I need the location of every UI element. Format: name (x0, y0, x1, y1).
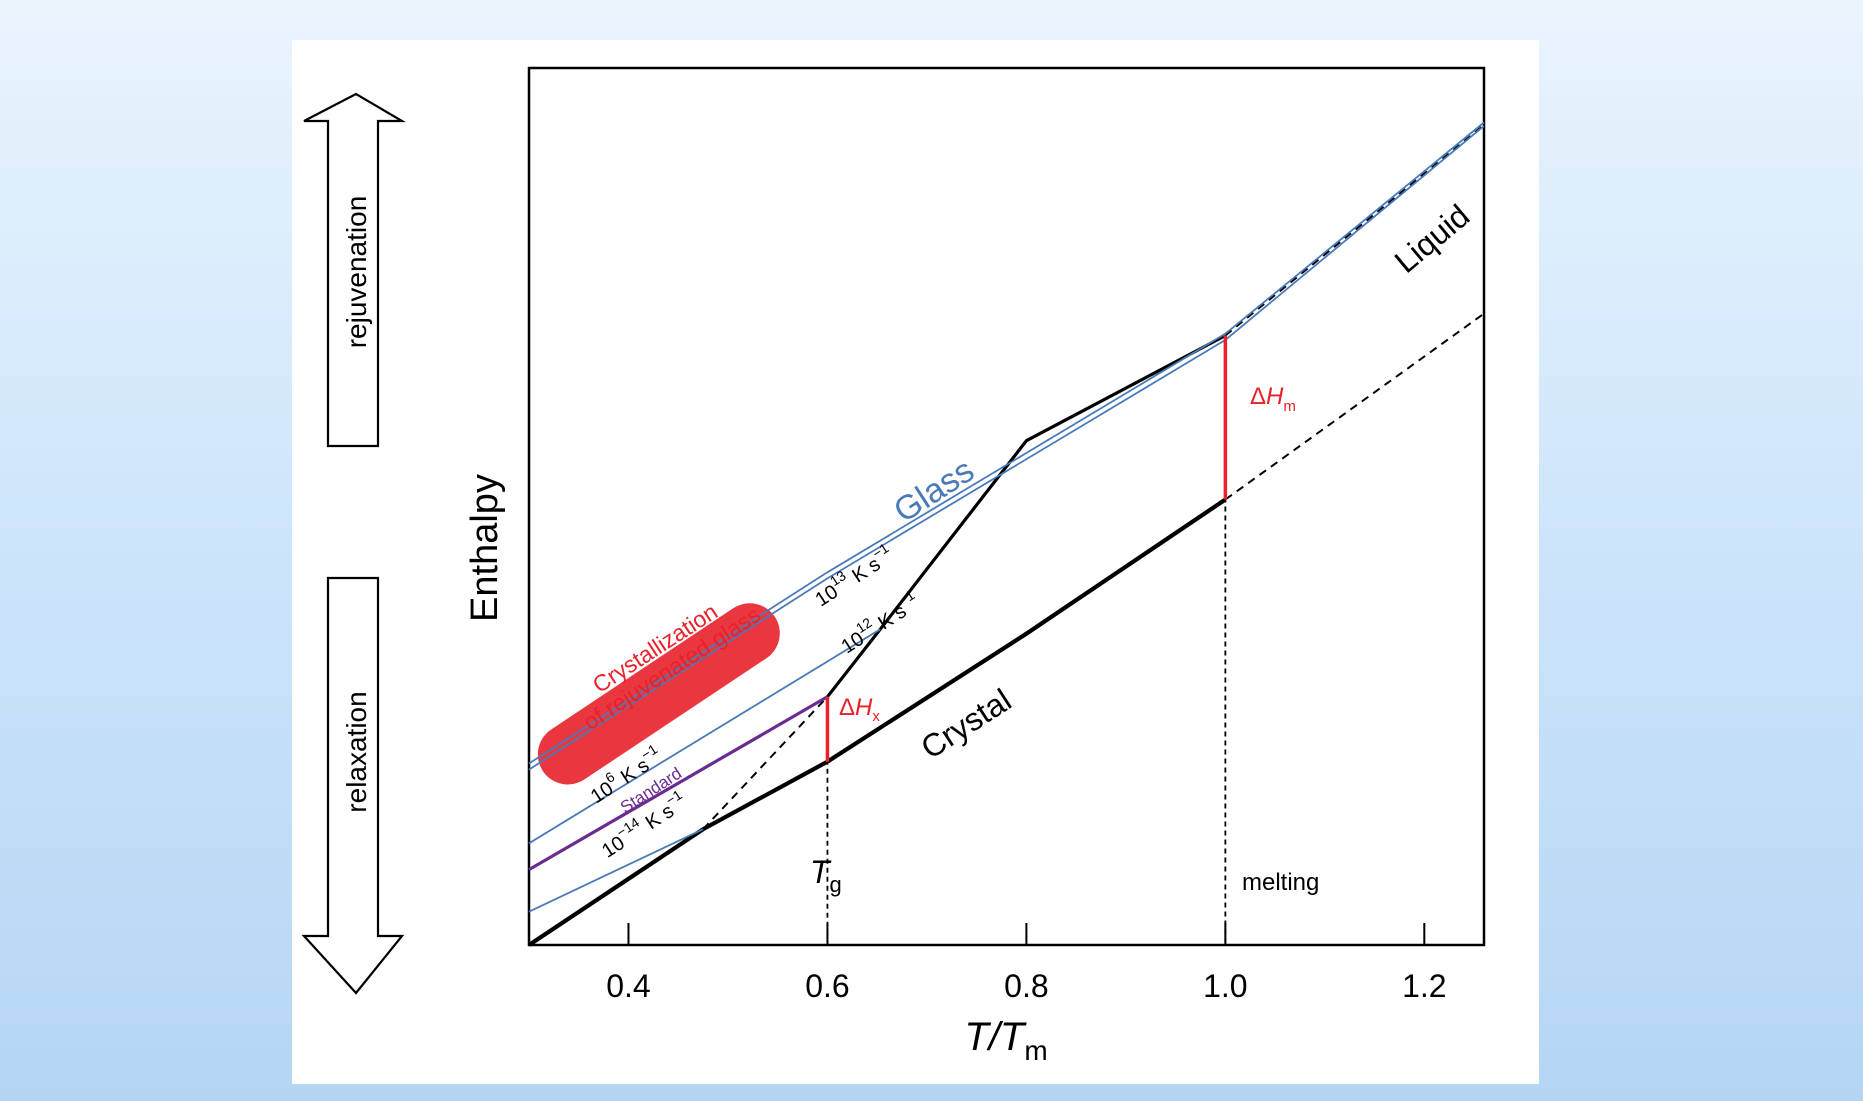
plot-frame (527, 66, 1486, 947)
y-axis-label: Enthalpy (464, 474, 506, 622)
figure-panel: rejuvenation relaxation Enthalpy 0.4 0.6 0… (292, 40, 1539, 1084)
relaxation-label: relaxation (341, 691, 372, 812)
extrapolation-liquid-2 (702, 696, 829, 830)
crystallization-highlight-region (537, 603, 780, 785)
x-tick-label-0-6: 0.6 (805, 968, 849, 1004)
series-line-glass-6 (528, 828, 704, 913)
series-line-glass-3 (528, 125, 1485, 771)
rejuvenation-arrow: rejuvenation (303, 92, 407, 448)
enthalpy-temperature-chart: rejuvenation relaxation Enthalpy 0.4 0.6 0… (301, 66, 1486, 1066)
series-line-glass-4 (528, 628, 881, 845)
melting-label: melting (1242, 869, 1319, 896)
dhx-label: ΔHx (839, 694, 880, 725)
series-line-standard (528, 695, 829, 871)
x-axis-ticks: 0.4 0.6 0.8 1.0 1.2 (606, 923, 1447, 1004)
x-tick-label-0-8: 0.8 (1004, 968, 1048, 1004)
x-axis-label: T/Tm (964, 1015, 1047, 1066)
guide-lines (702, 124, 1485, 945)
x-tick-label-1-0: 1.0 (1203, 968, 1247, 1004)
series-line-glass (528, 121, 1485, 765)
rate-12-label: 1012K s−1 (834, 586, 924, 658)
enthalpy-gaps (825, 335, 1228, 762)
tg-label: Tg (810, 854, 842, 897)
liquid-label: Liquid (1388, 197, 1477, 279)
series-line-liquid (826, 334, 1227, 698)
rejuvenation-label: rejuvenation (341, 196, 372, 349)
relaxation-arrow: relaxation (301, 576, 405, 995)
dhm-label: ΔHm (1250, 383, 1296, 415)
x-tick-label-0-4: 0.4 (606, 968, 650, 1004)
x-tick-label-1-2: 1.2 (1402, 968, 1446, 1004)
extrapolation-crystal-1 (1224, 312, 1485, 501)
